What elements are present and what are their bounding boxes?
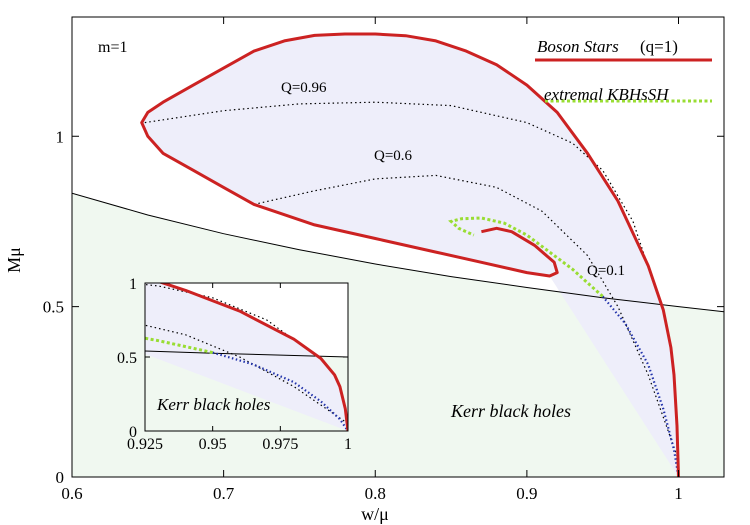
plot-frame xyxy=(71,16,725,478)
labels: m=1 Q=0.96 Q=0.6 Q=0.1 Kerr black holes … xyxy=(4,37,678,524)
series-boson-stars xyxy=(140,32,680,477)
inset-series-extremal-kbhssh xyxy=(145,336,214,355)
inset-series-boson-stars xyxy=(158,283,348,431)
y-axis-label: Mμ xyxy=(4,247,24,273)
inset-x-tick-label: 0.975 xyxy=(262,436,298,453)
inset-x-tick-label: 1 xyxy=(344,436,352,453)
inset-plot: 0.925 0.95 0.975 1 0 0.5 1 xyxy=(117,276,352,453)
x-tick-label: 0.8 xyxy=(365,484,386,503)
x-tick-label: 0.9 xyxy=(516,484,537,503)
annotation-q01: Q=0.1 xyxy=(587,263,625,279)
inset-y-tick-label: 1 xyxy=(129,276,137,293)
inset-series-q01 xyxy=(212,351,348,431)
inset-x-tick-label: 0.95 xyxy=(199,436,227,453)
y-tick-label: 0.5 xyxy=(43,298,64,317)
y-tick-label: 1 xyxy=(56,127,65,146)
inset-y-tick-label: 0.5 xyxy=(117,350,137,367)
series-q096 xyxy=(144,101,657,290)
inset-plot-area xyxy=(145,283,348,431)
x-tick-label: 0.6 xyxy=(61,484,82,503)
inset-x-tick-label: 0.925 xyxy=(127,436,163,453)
legend-extremal-label: extremal KBHsSH xyxy=(544,85,670,104)
inset-y-tick-label: 0 xyxy=(129,424,137,441)
legend-boson-suffix: (q=1) xyxy=(640,37,678,56)
y-tick-label: 0 xyxy=(56,468,65,487)
x-tick-label: 0.7 xyxy=(213,484,235,503)
annotation-m: m=1 xyxy=(98,39,127,56)
x-tick-label: 1 xyxy=(674,484,683,503)
legend-boson-label: Boson Stars xyxy=(537,37,619,56)
x-axis-label: w/μ xyxy=(361,504,389,524)
annotation-q06: Q=0.6 xyxy=(374,148,413,164)
series-extremal-kbhssh xyxy=(448,216,604,298)
series-extremal-kerr xyxy=(72,192,724,313)
annotation-q096: Q=0.96 xyxy=(281,80,327,96)
region-label-kerr-inset: Kerr black holes xyxy=(156,395,271,414)
inset-series-extremal-kerr xyxy=(145,350,348,358)
inset-boson-region-fill xyxy=(145,283,348,431)
region-label-kerr-main: Kerr black holes xyxy=(450,401,571,421)
boson-region-fill xyxy=(141,34,679,477)
